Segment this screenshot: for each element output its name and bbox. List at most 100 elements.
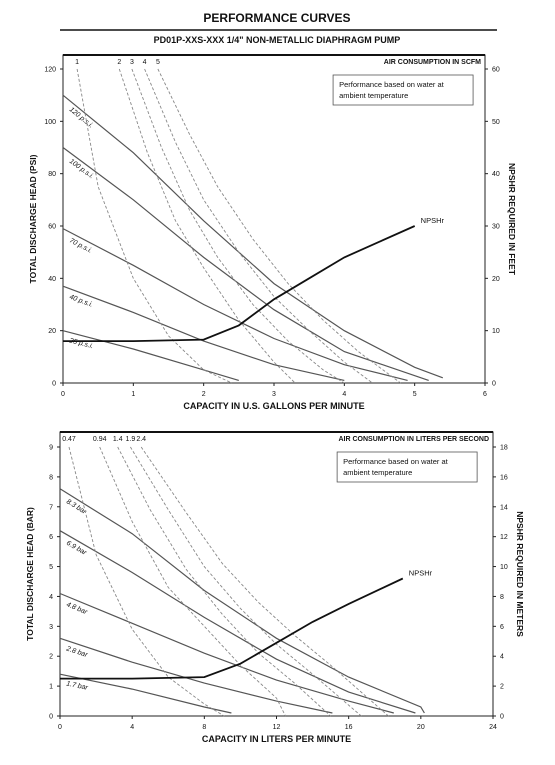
- y2-tick-label: 8: [500, 594, 504, 601]
- x-tick-label: 3: [272, 391, 276, 398]
- air-consumption-label: AIR CONSUMPTION IN LITERS PER SECOND: [338, 436, 489, 443]
- air-curve-label: 1.9: [125, 436, 135, 443]
- air-curve-label: 4: [143, 59, 147, 66]
- x-axis-title: CAPACITY IN U.S. GALLONS PER MINUTE: [183, 401, 364, 411]
- air-curve-label: 1: [75, 59, 79, 66]
- air-curve: [99, 446, 286, 717]
- y-tick-label: 120: [44, 67, 56, 74]
- y-tick-label: 3: [49, 624, 53, 631]
- y-tick-label: 4: [49, 594, 53, 601]
- y-tick-label: 7: [49, 504, 53, 511]
- air-curve-label: 5: [156, 59, 160, 66]
- y2-tick-label: 10: [492, 328, 500, 335]
- x-tick-label: 6: [483, 391, 487, 398]
- y2-axis-title: NPSHR REQUIRED IN FEET: [507, 163, 517, 276]
- x-tick-label: 8: [202, 724, 206, 731]
- y2-axis-title: NPSHR REQUIRED IN METERS: [515, 511, 525, 637]
- y2-tick-label: 60: [492, 67, 500, 74]
- y-tick-label: 9: [49, 445, 53, 452]
- x-tick-label: 4: [130, 724, 134, 731]
- air-curve: [130, 446, 362, 717]
- y2-tick-label: 10: [500, 564, 508, 571]
- y-tick-label: 100: [44, 119, 56, 126]
- pressure-curve: [59, 488, 425, 714]
- air-curve: [131, 68, 345, 384]
- air-consumption-label: AIR CONSUMPTION IN SCFM: [384, 59, 481, 66]
- annotation-text: ambient temperature: [343, 468, 412, 477]
- x-tick-label: 16: [345, 724, 353, 731]
- x-tick-label: 1: [131, 391, 135, 398]
- y2-tick-label: 0: [492, 381, 496, 388]
- y2-tick-label: 50: [492, 119, 500, 126]
- y2-tick-label: 12: [500, 534, 508, 541]
- air-curve-label: 0.47: [62, 436, 76, 443]
- y2-tick-label: 0: [500, 714, 504, 721]
- pressure-curve: [62, 147, 429, 381]
- y2-tick-label: 14: [500, 504, 508, 511]
- y2-tick-label: 2: [500, 684, 504, 691]
- npshr-label: NPSHr: [421, 216, 445, 225]
- x-tick-label: 2: [202, 391, 206, 398]
- pressure-curve: [59, 530, 416, 714]
- annotation-box: [336, 451, 478, 483]
- y2-tick-label: 6: [500, 624, 504, 631]
- annotation-text: Performance based on water at: [343, 457, 449, 466]
- y-tick-label: 8: [49, 474, 53, 481]
- y-tick-label: 20: [48, 328, 56, 335]
- pressure-curve: [59, 637, 333, 714]
- x-tick-label: 24: [489, 724, 497, 731]
- y2-tick-label: 40: [492, 171, 500, 178]
- pressure-curve: [59, 592, 394, 714]
- air-curve-label: 3: [130, 59, 134, 66]
- y-tick-label: 0: [52, 381, 56, 388]
- air-curve: [76, 68, 232, 384]
- y2-tick-label: 18: [500, 445, 508, 452]
- y-tick-label: 80: [48, 171, 56, 178]
- pressure-curve: [62, 330, 239, 381]
- x-axis-title: CAPACITY IN LITERS PER MINUTE: [202, 734, 351, 744]
- x-tick-label: 12: [273, 724, 281, 731]
- x-tick-label: 0: [61, 391, 65, 398]
- y-tick-label: 40: [48, 276, 56, 283]
- pressure-curve: [62, 94, 444, 379]
- y-tick-label: 0: [49, 714, 53, 721]
- page-subtitle: PD01P-XXS-XXX 1/4" NON-METALLIC DIAPHRAG…: [154, 35, 401, 45]
- pressure-curve: [59, 673, 232, 714]
- air-curve-label: 2.4: [136, 436, 146, 443]
- air-curve: [68, 446, 225, 717]
- npshr-curve: [60, 577, 404, 680]
- y2-tick-label: 4: [500, 654, 504, 661]
- y-axis-title: TOTAL DISCHARGE HEAD (BAR): [25, 507, 35, 641]
- air-curve: [140, 446, 389, 717]
- pressure-curve-label: 1.7 bar: [66, 681, 89, 692]
- y2-tick-label: 30: [492, 224, 500, 231]
- y-tick-label: 60: [48, 224, 56, 231]
- y2-tick-label: 20: [492, 276, 500, 283]
- pressure-curve: [62, 228, 408, 381]
- air-curve-label: 0.94: [93, 436, 107, 443]
- air-curve: [117, 446, 331, 717]
- pressure-curve: [62, 285, 345, 381]
- npshr-curve: [63, 225, 416, 342]
- y2-tick-label: 16: [500, 474, 508, 481]
- y-tick-label: 5: [49, 564, 53, 571]
- y-tick-label: 2: [49, 654, 53, 661]
- y-tick-label: 1: [49, 684, 53, 691]
- air-curve: [157, 68, 401, 384]
- annotation-text: Performance based on water at: [339, 80, 445, 89]
- annotation-text: ambient temperature: [339, 91, 408, 100]
- y-tick-label: 6: [49, 534, 53, 541]
- page-title: PERFORMANCE CURVES: [203, 11, 350, 25]
- y-axis-title: TOTAL DISCHARGE HEAD (PSI): [28, 154, 38, 283]
- npshr-label: NPSHr: [409, 569, 433, 578]
- air-curve: [144, 68, 373, 384]
- air-curve: [118, 68, 296, 384]
- x-tick-label: 4: [342, 391, 346, 398]
- air-curve-label: 1.4: [113, 436, 123, 443]
- air-curve-label: 2: [117, 59, 121, 66]
- annotation-box: [332, 74, 474, 106]
- x-tick-label: 0: [58, 724, 62, 731]
- x-tick-label: 20: [417, 724, 425, 731]
- x-tick-label: 5: [413, 391, 417, 398]
